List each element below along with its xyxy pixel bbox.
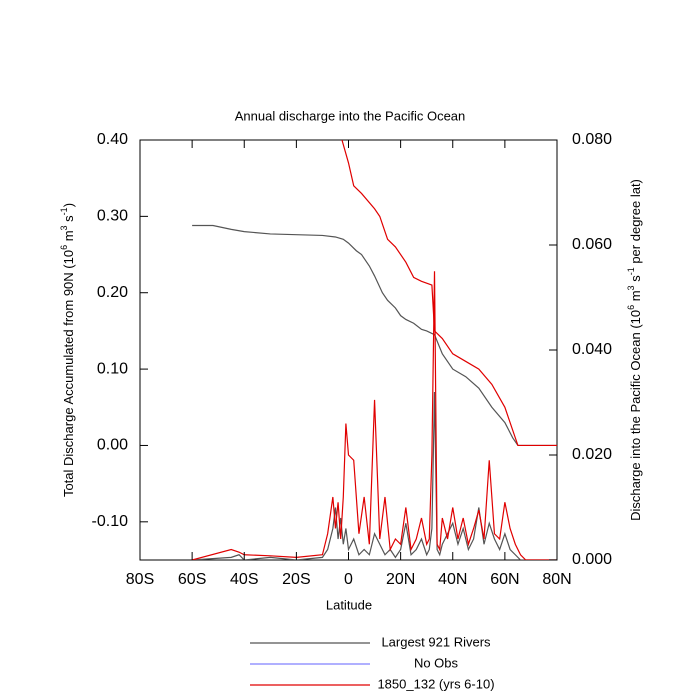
- x-tick-label: 20S: [282, 571, 310, 588]
- x-tick-label: 40N: [438, 571, 467, 588]
- y-axis-title-part: s: [61, 215, 76, 226]
- x-tick-label: 60S: [178, 571, 206, 588]
- y2-axis-title-part: Discharge into the Pacific Ocean (10: [628, 310, 643, 521]
- data-line: [191, 271, 557, 560]
- plot-frame: [139, 139, 558, 561]
- x-tick-label: 0: [344, 571, 353, 588]
- x-tick-label: 20N: [386, 571, 415, 588]
- y2-tick-label: 0.020: [572, 446, 612, 463]
- legend-label: Largest 921 Rivers: [381, 634, 491, 649]
- y-tick-label: 0.40: [97, 131, 128, 148]
- y-axis-title-part: -1: [59, 207, 69, 215]
- y2-tick-label: 0.060: [572, 236, 612, 253]
- x-tick-label: 40S: [230, 571, 258, 588]
- y-axis-title-part: Total Discharge Accumulated from 90N (10: [61, 250, 76, 497]
- y-tick-label: 0.00: [97, 437, 128, 454]
- y2-axis-title-part: -1: [626, 267, 636, 275]
- y-tick-label: -0.10: [92, 513, 129, 530]
- data-line: [192, 224, 557, 447]
- y2-tick-label: 0.040: [572, 341, 612, 358]
- plot-area: [191, 140, 557, 560]
- y-tick-label: 0.20: [97, 284, 128, 301]
- y-tick-label: 0.10: [97, 360, 128, 377]
- y2-tick-label: 0.000: [572, 551, 612, 568]
- chart-title: Annual discharge into the Pacific Ocean: [235, 108, 466, 123]
- y2-axis-title-part: m: [628, 290, 643, 304]
- legend-label: No Obs: [414, 655, 459, 670]
- x-tick-label: 80S: [126, 571, 154, 588]
- x-axis-title: Latitude: [326, 597, 372, 612]
- data-line: [192, 391, 557, 560]
- y-axis-title-part: ): [61, 203, 76, 207]
- y2-tick-label: 0.080: [572, 131, 612, 148]
- y-axis-title-part: 3: [59, 225, 69, 230]
- y-axis-title-part: m: [61, 230, 76, 244]
- y-tick-label: 0.30: [97, 208, 128, 225]
- data-line: [341, 140, 557, 447]
- y2-axis-title: Discharge into the Pacific Ocean (106 m3…: [626, 179, 643, 521]
- legend-label: 1850_132 (yrs 6-10): [377, 676, 494, 691]
- y2-axis-title-part: 3: [626, 285, 636, 290]
- y2-axis-title-part: per degree lat): [628, 179, 643, 267]
- x-tick-label: 60N: [490, 571, 519, 588]
- x-tick-label: 80N: [542, 571, 571, 588]
- y2-axis-title-part: s: [628, 275, 643, 286]
- y-axis-title-part: 6: [59, 245, 69, 250]
- y-axis-title: Total Discharge Accumulated from 90N (10…: [59, 203, 76, 497]
- y2-axis-title-part: 6: [626, 305, 636, 310]
